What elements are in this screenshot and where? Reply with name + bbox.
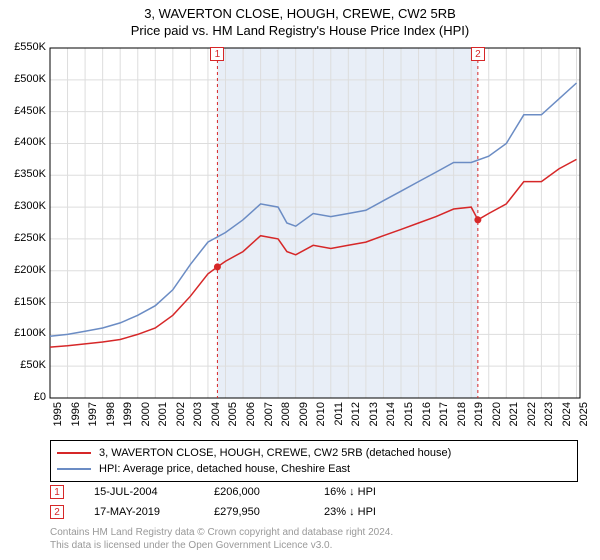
x-tick-label: 2016 <box>421 402 433 432</box>
sale-marker-box: 2 <box>471 47 485 61</box>
x-tick-label: 2013 <box>368 402 380 432</box>
footer-line1: Contains HM Land Registry data © Crown c… <box>50 526 393 539</box>
y-tick-label: £400K <box>2 136 46 148</box>
sale-diff-1: 16% ↓ HPI <box>324 486 444 498</box>
y-tick-label: £200K <box>2 264 46 276</box>
x-tick-label: 1995 <box>52 402 64 432</box>
x-tick-label: 1996 <box>70 402 82 432</box>
y-tick-label: £50K <box>2 359 46 371</box>
footer-line2: This data is licensed under the Open Gov… <box>50 539 393 552</box>
y-tick-label: £100K <box>2 327 46 339</box>
y-tick-label: £250K <box>2 232 46 244</box>
sale-row-2: 2 17-MAY-2019 £279,950 23% ↓ HPI <box>50 502 578 522</box>
legend-item-property: 3, WAVERTON CLOSE, HOUGH, CREWE, CW2 5RB… <box>57 445 571 461</box>
x-tick-label: 2012 <box>350 402 362 432</box>
sale-row-1: 1 15-JUL-2004 £206,000 16% ↓ HPI <box>50 482 578 502</box>
y-tick-label: £300K <box>2 200 46 212</box>
sale-rows: 1 15-JUL-2004 £206,000 16% ↓ HPI 2 17-MA… <box>50 482 578 522</box>
legend-label-property: 3, WAVERTON CLOSE, HOUGH, CREWE, CW2 5RB… <box>99 447 451 459</box>
footer: Contains HM Land Registry data © Crown c… <box>50 526 393 552</box>
x-tick-label: 2021 <box>508 402 520 432</box>
x-tick-label: 2014 <box>385 402 397 432</box>
x-tick-label: 2003 <box>192 402 204 432</box>
chart-title-line1: 3, WAVERTON CLOSE, HOUGH, CREWE, CW2 5RB <box>0 0 600 21</box>
x-tick-label: 2002 <box>175 402 187 432</box>
x-tick-label: 2005 <box>227 402 239 432</box>
sale-marker-1: 1 <box>50 485 64 499</box>
x-tick-label: 2011 <box>333 402 345 432</box>
x-tick-label: 2015 <box>403 402 415 432</box>
sale-price-2: £279,950 <box>214 506 324 518</box>
y-tick-label: £500K <box>2 73 46 85</box>
y-tick-label: £450K <box>2 105 46 117</box>
sale-marker-box: 1 <box>210 47 224 61</box>
x-tick-label: 2001 <box>157 402 169 432</box>
chart-title-line2: Price paid vs. HM Land Registry's House … <box>0 21 600 42</box>
x-tick-label: 2019 <box>473 402 485 432</box>
legend-item-hpi: HPI: Average price, detached house, Ches… <box>57 461 571 477</box>
sale-date-1: 15-JUL-2004 <box>94 486 214 498</box>
x-tick-label: 2006 <box>245 402 257 432</box>
legend-swatch-property <box>57 452 91 454</box>
legend: 3, WAVERTON CLOSE, HOUGH, CREWE, CW2 5RB… <box>50 440 578 482</box>
x-tick-label: 2020 <box>491 402 503 432</box>
sale-date-2: 17-MAY-2019 <box>94 506 214 518</box>
x-tick-label: 2017 <box>438 402 450 432</box>
legend-label-hpi: HPI: Average price, detached house, Ches… <box>99 463 350 475</box>
x-tick-label: 2008 <box>280 402 292 432</box>
x-tick-label: 2007 <box>263 402 275 432</box>
x-tick-label: 2025 <box>578 402 590 432</box>
y-tick-label: £150K <box>2 296 46 308</box>
x-tick-label: 1999 <box>122 402 134 432</box>
x-tick-label: 2024 <box>561 402 573 432</box>
x-tick-label: 2004 <box>210 402 222 432</box>
x-tick-label: 2023 <box>543 402 555 432</box>
plot-area <box>50 48 580 398</box>
y-tick-label: £550K <box>2 41 46 53</box>
sale-diff-2: 23% ↓ HPI <box>324 506 444 518</box>
y-tick-label: £0 <box>2 391 46 403</box>
x-tick-label: 2010 <box>315 402 327 432</box>
sale-price-1: £206,000 <box>214 486 324 498</box>
x-tick-label: 2022 <box>526 402 538 432</box>
x-tick-label: 1997 <box>87 402 99 432</box>
x-tick-label: 1998 <box>105 402 117 432</box>
sale-marker-2: 2 <box>50 505 64 519</box>
x-tick-label: 2018 <box>456 402 468 432</box>
legend-swatch-hpi <box>57 468 91 470</box>
x-tick-label: 2000 <box>140 402 152 432</box>
chart-container: 3, WAVERTON CLOSE, HOUGH, CREWE, CW2 5RB… <box>0 0 600 560</box>
x-tick-label: 2009 <box>298 402 310 432</box>
y-tick-label: £350K <box>2 168 46 180</box>
